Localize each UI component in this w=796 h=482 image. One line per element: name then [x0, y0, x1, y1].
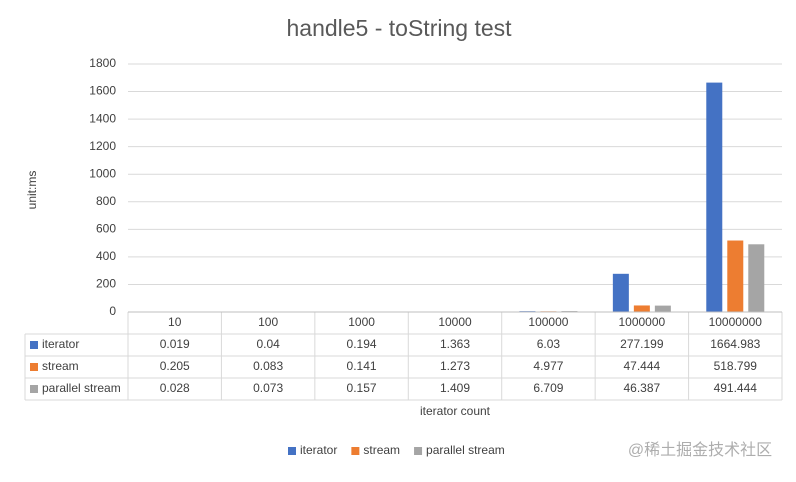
y-tick-label: 800 — [96, 194, 116, 208]
table-cell: 1.273 — [440, 359, 470, 373]
y-axis-title: unit:ms — [25, 171, 39, 210]
table-cell: 0.194 — [347, 337, 377, 351]
y-tick-label: 1600 — [89, 84, 116, 98]
table-cell: 47.444 — [624, 359, 661, 373]
watermark: @稀土掘金技术社区 — [628, 441, 772, 459]
table-cell: 0.019 — [160, 337, 190, 351]
bar — [655, 306, 671, 312]
y-tick-label: 400 — [96, 249, 116, 263]
x-tick-label: 1000 — [348, 315, 375, 329]
y-tick-label: 1200 — [89, 139, 116, 153]
bar — [634, 305, 650, 312]
x-tick-label: 100 — [258, 315, 278, 329]
table-cell: 0.073 — [253, 381, 283, 395]
y-tick-label: 1800 — [89, 56, 116, 70]
legend-key — [414, 447, 422, 455]
table-cell: 1.363 — [440, 337, 470, 351]
table-cell: 0.157 — [347, 381, 377, 395]
table-series-name: iterator — [42, 337, 79, 351]
legend-label: iterator — [300, 443, 337, 457]
table-cell: 0.205 — [160, 359, 190, 373]
table-series-name: stream — [42, 359, 79, 373]
legend-key — [351, 447, 359, 455]
bar — [613, 274, 629, 312]
table-cell: 1.409 — [440, 381, 470, 395]
x-tick-label: 1000000 — [618, 315, 665, 329]
table-cell: 491.444 — [714, 381, 758, 395]
table-cell: 46.387 — [624, 381, 661, 395]
table-cell: 6.709 — [533, 381, 563, 395]
table-cell: 0.141 — [347, 359, 377, 373]
x-tick-label: 10000 — [438, 315, 472, 329]
x-tick-label: 10 — [168, 315, 182, 329]
bar — [727, 241, 743, 312]
table-legend-key — [30, 363, 38, 371]
table-cell: 6.03 — [537, 337, 561, 351]
table-cell: 277.199 — [620, 337, 664, 351]
legend-key — [288, 447, 296, 455]
y-tick-label: 1400 — [89, 111, 116, 125]
legend-label: stream — [363, 443, 400, 457]
y-tick-label: 600 — [96, 222, 116, 236]
table-legend-key — [30, 341, 38, 349]
y-tick-label: 200 — [96, 277, 116, 291]
bar — [748, 244, 764, 312]
table-cell: 0.04 — [256, 337, 280, 351]
chart-title: handle5 - toString test — [286, 15, 512, 41]
table-cell: 518.799 — [714, 359, 758, 373]
y-tick-label: 0 — [109, 304, 116, 318]
x-tick-label: 10000000 — [709, 315, 763, 329]
x-axis-title: iterator count — [420, 404, 491, 418]
table-cell: 1664.983 — [710, 337, 760, 351]
table-cell: 0.028 — [160, 381, 190, 395]
table-series-name: parallel stream — [42, 381, 121, 395]
table-cell: 4.977 — [533, 359, 563, 373]
bar — [706, 83, 722, 312]
table-cell: 0.083 — [253, 359, 283, 373]
legend-label: parallel stream — [426, 443, 505, 457]
y-tick-label: 1000 — [89, 166, 116, 180]
x-tick-label: 100000 — [528, 315, 568, 329]
table-legend-key — [30, 385, 38, 393]
